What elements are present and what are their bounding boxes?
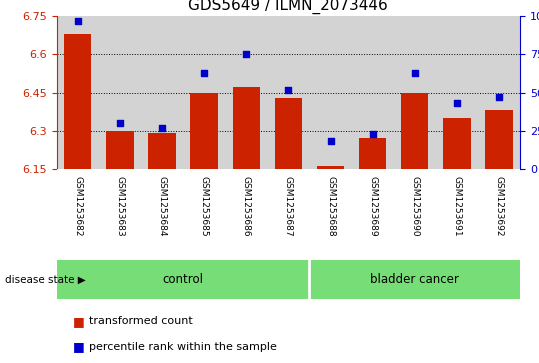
Text: GSM1253683: GSM1253683 [115, 176, 125, 237]
Text: transformed count: transformed count [89, 316, 192, 326]
Text: GSM1253689: GSM1253689 [368, 176, 377, 237]
Text: percentile rank within the sample: percentile rank within the sample [89, 342, 277, 352]
Point [200, 70, 209, 76]
Text: GSM1253687: GSM1253687 [284, 176, 293, 237]
Point [495, 94, 503, 100]
Text: GSM1253691: GSM1253691 [452, 176, 461, 237]
Bar [486, 110, 513, 169]
Bar [359, 138, 386, 169]
Bar [190, 93, 218, 169]
Text: disease state ▶: disease state ▶ [5, 274, 86, 285]
Bar [232, 87, 260, 169]
Text: GSM1253684: GSM1253684 [157, 176, 167, 237]
Bar [401, 93, 429, 169]
Text: GSM1253690: GSM1253690 [410, 176, 419, 237]
Bar [57, 260, 309, 299]
Text: ■: ■ [73, 340, 85, 353]
Point [115, 120, 124, 126]
Text: GSM1253685: GSM1253685 [199, 176, 209, 237]
Text: bladder cancer: bladder cancer [370, 273, 459, 286]
Text: GSM1253682: GSM1253682 [73, 176, 82, 237]
Point [411, 70, 419, 76]
Point [326, 138, 335, 144]
Point [284, 87, 293, 93]
Text: GSM1253688: GSM1253688 [326, 176, 335, 237]
Bar [317, 166, 344, 169]
Text: GSM1253686: GSM1253686 [241, 176, 251, 237]
Text: control: control [163, 273, 204, 286]
Bar [443, 118, 471, 169]
Point [453, 100, 461, 106]
Title: GDS5649 / ILMN_2073446: GDS5649 / ILMN_2073446 [189, 0, 388, 13]
Point [157, 125, 166, 131]
Bar [275, 98, 302, 169]
Text: GSM1253692: GSM1253692 [495, 176, 503, 237]
Text: ■: ■ [73, 315, 85, 328]
Bar [148, 133, 176, 169]
Point [368, 131, 377, 136]
Point [242, 52, 251, 57]
Bar [309, 260, 520, 299]
Bar [106, 131, 134, 169]
Point [73, 18, 82, 24]
Bar [64, 34, 91, 169]
